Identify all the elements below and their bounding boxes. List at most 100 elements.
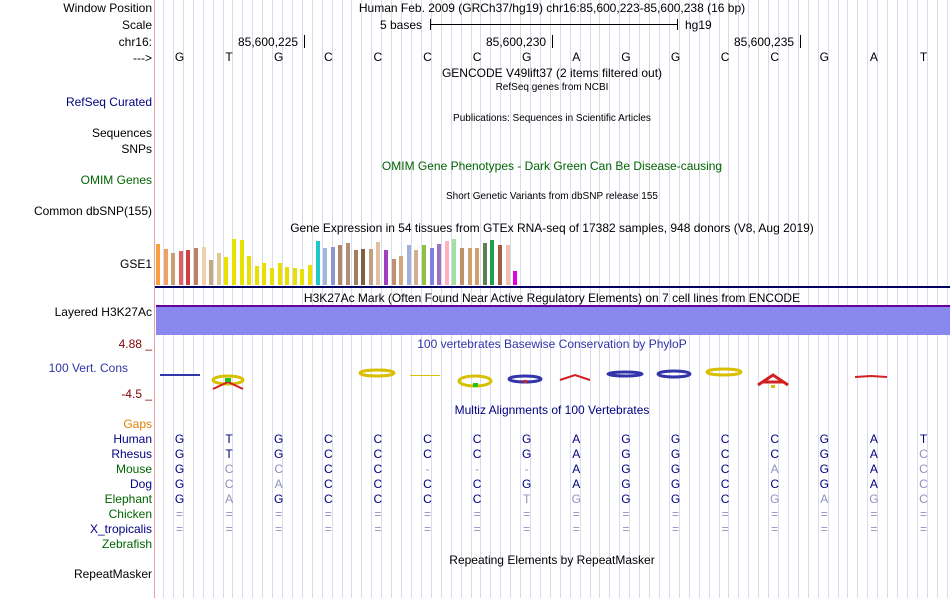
- gtex-tissue-bar[interactable]: [376, 241, 381, 285]
- gtex-tissue-bar[interactable]: [368, 249, 373, 285]
- gtex-tissue-bar[interactable]: [452, 239, 457, 285]
- gtex-tissue-bar[interactable]: [163, 249, 168, 285]
- gtex-tissue-bar[interactable]: [399, 256, 404, 285]
- gtex-tissue-bar[interactable]: [315, 240, 320, 285]
- gtex-tissue-bar[interactable]: [201, 247, 206, 285]
- gtex-bar-chart[interactable]: [156, 238, 556, 285]
- grid-line: [242, 0, 244, 598]
- multiz-track-title[interactable]: Multiz Alignments of 100 Vertebrates: [454, 403, 650, 417]
- gtex-tissue-bar[interactable]: [498, 245, 502, 285]
- gtex-tissue-bar[interactable]: [292, 267, 297, 285]
- gtex-tissue-bar[interactable]: [224, 257, 229, 285]
- gtex-tissue-bar[interactable]: [467, 248, 472, 285]
- species-label[interactable]: Zebrafish: [101, 537, 152, 551]
- gtex-tissue-bar[interactable]: [262, 262, 267, 285]
- species-label[interactable]: Dog: [129, 477, 152, 491]
- gtex-tissue-bar[interactable]: [482, 242, 487, 285]
- gtex-tissue-bar[interactable]: [475, 248, 480, 285]
- gtex-tissue-bar[interactable]: [178, 250, 183, 285]
- gtex-tissue-bar[interactable]: [391, 259, 396, 285]
- gtex-tissue-bar[interactable]: [232, 239, 236, 285]
- gtex-tissue-bar[interactable]: [338, 244, 343, 285]
- species-label[interactable]: Rhesus: [111, 447, 152, 461]
- grid-line: [768, 0, 770, 598]
- window-position-value[interactable]: Human Feb. 2009 (GRCh37/hg19) chr16:85,6…: [358, 1, 746, 15]
- dbsnp-track-title[interactable]: Short Genetic Variants from dbSNP releas…: [446, 191, 658, 202]
- alignment-base: =: [374, 522, 382, 536]
- publications-track-title[interactable]: Publications: Sequences in Scientific Ar…: [453, 113, 651, 124]
- gaps-label[interactable]: Gaps: [123, 417, 152, 431]
- h3k-signal[interactable]: [156, 305, 950, 335]
- grid-line: [668, 0, 670, 598]
- gtex-tissue-bar[interactable]: [323, 248, 328, 285]
- alignment-base: G: [174, 462, 185, 476]
- gtex-tissue-bar[interactable]: [513, 271, 518, 285]
- repeatmasker-track-label[interactable]: RepeatMasker: [73, 567, 152, 581]
- gtex-tissue-bar[interactable]: [216, 252, 221, 285]
- alignment-base: G: [670, 477, 681, 491]
- gtex-track-title[interactable]: Gene Expression in 54 tissues from GTEx …: [290, 221, 814, 235]
- grid-line: [311, 0, 313, 598]
- grid-line: [758, 0, 760, 598]
- gtex-tissue-bar[interactable]: [353, 250, 358, 285]
- sequence-base: G: [819, 50, 829, 64]
- gtex-tissue-bar[interactable]: [171, 252, 176, 285]
- gtex-tissue-bar[interactable]: [186, 250, 191, 285]
- species-label[interactable]: Human: [113, 432, 152, 446]
- gtex-tissue-bar[interactable]: [505, 244, 510, 285]
- omim-track-label[interactable]: OMIM Genes: [80, 173, 152, 187]
- gtex-tissue-bar[interactable]: [361, 249, 366, 285]
- species-label[interactable]: Elephant: [104, 492, 152, 506]
- gtex-tissue-bar[interactable]: [300, 269, 305, 285]
- refseq-track-title[interactable]: RefSeq genes from NCBI: [495, 82, 609, 93]
- h3k-track-title[interactable]: H3K27Ac Mark (Often Found Near Active Re…: [303, 291, 801, 305]
- phylop-logo[interactable]: [155, 365, 950, 390]
- gtex-tissue-bar[interactable]: [414, 250, 419, 285]
- grid-line: [361, 0, 363, 598]
- gtex-tissue-bar[interactable]: [194, 248, 198, 285]
- phylop-track-title[interactable]: 100 vertebrates Basewise Conservation by…: [417, 337, 687, 351]
- gtex-tissue-bar[interactable]: [490, 239, 495, 285]
- gtex-tissue-bar[interactable]: [437, 243, 442, 285]
- gtex-tissue-bar[interactable]: [406, 244, 411, 285]
- sequences-track-label[interactable]: Sequences: [91, 126, 152, 140]
- gtex-tissue-bar[interactable]: [346, 242, 350, 285]
- gtex-tissue-bar[interactable]: [247, 256, 252, 285]
- dbsnp-track-label[interactable]: Common dbSNP(155): [33, 204, 152, 218]
- phylop-mark-7b: [473, 383, 478, 387]
- alignment-base: G: [522, 432, 532, 446]
- gtex-tissue-bar[interactable]: [277, 262, 282, 285]
- gtex-track-label[interactable]: GSE1: [119, 257, 152, 271]
- gtex-tissue-bar[interactable]: [285, 266, 290, 285]
- grid-line: [718, 0, 720, 598]
- gtex-tissue-bar[interactable]: [444, 240, 449, 285]
- gtex-tissue-bar[interactable]: [308, 264, 312, 285]
- gtex-tissue-bar[interactable]: [209, 260, 214, 285]
- h3k-track-label[interactable]: Layered H3K27Ac: [54, 305, 152, 319]
- gtex-tissue-bar[interactable]: [460, 248, 464, 285]
- gtex-tissue-bar[interactable]: [422, 244, 426, 285]
- species-label[interactable]: X_tropicalis: [89, 522, 152, 536]
- snps-track-label[interactable]: SNPs: [121, 142, 152, 156]
- omim-track-title[interactable]: OMIM Gene Phenotypes - Dark Green Can Be…: [381, 159, 723, 173]
- grid-line: [837, 0, 839, 598]
- grid-line: [381, 0, 383, 598]
- gtex-tissue-bar[interactable]: [330, 247, 335, 285]
- sequence-base: G: [522, 50, 532, 64]
- grid-line: [867, 0, 869, 598]
- refseq-track-label[interactable]: RefSeq Curated: [65, 95, 152, 109]
- gencode-track-title[interactable]: GENCODE V49lift37 (2 items filtered out): [441, 66, 663, 80]
- alignment-base: G: [571, 492, 581, 506]
- gtex-tissue-bar[interactable]: [429, 248, 434, 285]
- phylop-track-label[interactable]: 100 Vert. Cons: [48, 361, 128, 375]
- species-label[interactable]: Chicken: [108, 507, 152, 521]
- grid-line: [619, 0, 621, 598]
- gtex-tissue-bar[interactable]: [156, 243, 160, 285]
- gtex-tissue-bar[interactable]: [270, 268, 274, 285]
- repeatmasker-track-title[interactable]: Repeating Elements by RepeatMasker: [449, 553, 655, 567]
- gtex-tissue-bar[interactable]: [254, 265, 259, 285]
- gtex-tissue-bar[interactable]: [239, 239, 244, 285]
- gtex-tissue-bar[interactable]: [384, 250, 388, 285]
- species-label[interactable]: Mouse: [115, 462, 152, 476]
- alignment-base: A: [572, 432, 581, 446]
